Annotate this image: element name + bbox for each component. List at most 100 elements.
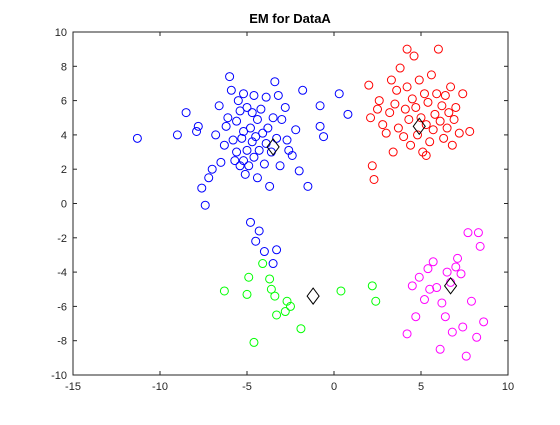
data-point-series-1 [237,133,247,143]
data-point-series-2 [390,99,400,109]
data-point-series-1 [181,108,191,118]
data-point-series-4 [473,228,483,238]
data-point-series-1 [249,90,259,100]
chart-title: EM for DataA [249,11,331,26]
data-point-series-2 [409,51,419,61]
data-point-series-1 [298,85,308,95]
data-point-series-4 [407,281,417,291]
data-point-series-1 [287,150,297,160]
data-point-series-2 [421,120,431,130]
data-point-series-3 [258,259,268,269]
data-point-series-1 [219,140,229,150]
data-point-series-2 [393,123,403,133]
y-tick-label: -8 [57,336,67,348]
data-point-series-4 [463,228,473,238]
x-tick-label: -5 [242,381,252,393]
data-point-series-1 [247,108,257,118]
centroid-marker [443,276,458,295]
data-point-series-1 [245,123,255,133]
y-tick-label: -2 [57,233,67,245]
data-point-series-3 [242,289,252,299]
data-point-series-3 [265,274,275,284]
data-point-series-2 [414,75,424,85]
data-point-series-4 [425,284,435,294]
y-tick-label: -4 [57,267,67,279]
data-point-series-2 [404,114,414,124]
data-point-series-2 [367,161,377,171]
data-point-series-1 [280,102,290,112]
data-point-series-4 [479,317,489,327]
data-point-series-1 [272,245,282,255]
data-point-series-1 [228,135,238,145]
data-point-series-3 [280,307,290,317]
data-point-series-3 [286,301,295,311]
data-point-series-1 [303,181,313,191]
data-point-series-4 [414,272,424,282]
y-tick-label: 6 [61,96,67,108]
data-point-series-3 [219,286,229,296]
data-point-series-2 [378,120,388,130]
data-point-series-1 [211,130,221,140]
data-point-series-1 [315,101,325,111]
data-point-series-2 [399,132,409,142]
data-point-series-2 [465,126,475,136]
x-tick-label: 0 [331,381,337,393]
data-point-series-1 [315,121,325,131]
data-point-series-1 [273,90,283,100]
data-point-series-3 [371,296,381,306]
data-point-series-1 [232,147,242,157]
data-point-series-1 [251,236,261,246]
data-point-series-1 [254,145,264,155]
data-point-series-1 [256,104,266,114]
data-point-series-4 [456,269,466,279]
data-point-series-4 [453,253,463,263]
data-point-series-1 [239,156,249,166]
data-point-series-4 [466,296,476,306]
data-point-series-2 [430,109,440,119]
x-tick-label: 10 [502,381,514,393]
data-point-series-1 [343,109,353,119]
data-point-series-1 [245,217,255,227]
data-point-series-2 [449,114,459,124]
data-point-series-1 [214,101,224,111]
data-point-series-1 [249,152,259,162]
data-point-series-2 [440,90,450,100]
data-point-series-1 [251,132,261,142]
data-point-series-2 [458,89,468,99]
data-point-series-1 [272,133,282,143]
data-point-series-2 [421,150,431,160]
data-point-series-1 [223,113,233,123]
data-point-series-1 [192,126,202,136]
data-point-series-2 [385,108,395,118]
x-tick-label: -10 [152,381,168,393]
data-point-series-2 [400,104,410,114]
data-point-series-1 [259,159,269,169]
data-point-series-2 [366,113,376,123]
data-point-series-2 [413,130,423,140]
data-point-series-2 [369,174,379,184]
data-point-series-1 [275,161,285,171]
data-point-series-2 [411,102,421,112]
data-point-series-4 [402,329,412,339]
data-point-series-1 [268,113,278,123]
data-point-series-1 [291,125,301,135]
data-point-series-1 [204,173,214,183]
y-tick-label: 8 [61,61,67,73]
x-tick-label: -15 [65,381,81,393]
data-point-series-4 [440,312,450,322]
data-point-series-2 [435,116,445,126]
y-tick-label: 0 [61,199,67,211]
data-point-series-3 [367,281,377,291]
data-point-series-1 [270,77,280,87]
data-point-series-1 [207,164,217,174]
data-point-series-4 [423,264,433,274]
data-point-series-1 [221,121,231,131]
data-point-series-1 [225,72,235,82]
data-point-series-4 [458,322,468,332]
data-point-series-1 [240,169,250,179]
data-point-series-1 [226,85,236,95]
data-point-series-1 [254,226,264,236]
data-point-series-4 [432,283,442,293]
